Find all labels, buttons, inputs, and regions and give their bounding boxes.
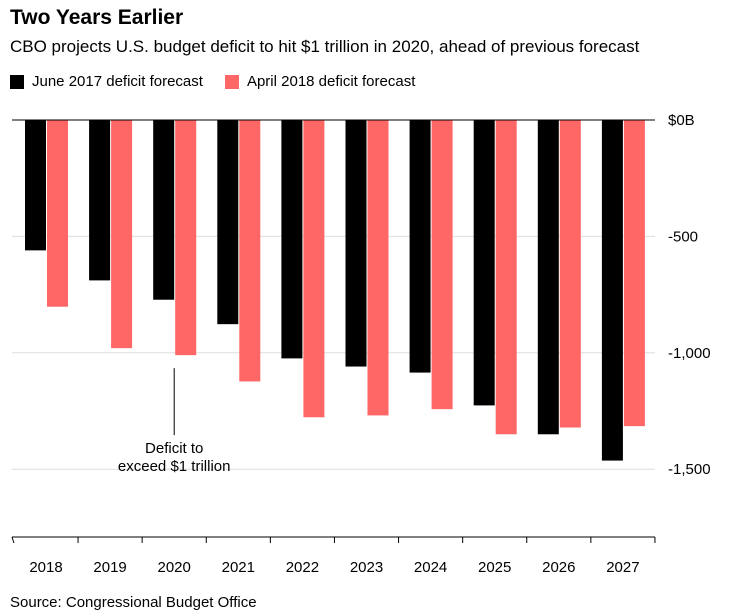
legend-swatch	[10, 74, 24, 89]
x-tick-label: 2020	[158, 559, 191, 576]
x-tick-label: 2024	[414, 559, 447, 576]
chart-subtitle: CBO projects U.S. budget deficit to hit …	[10, 37, 640, 56]
x-tick-label: 2025	[478, 559, 511, 576]
legend-item-april-2018: April 2018 deficit forecast	[224, 73, 416, 90]
bar-april-2018-2025	[495, 120, 517, 435]
bar-april-2018-2021	[239, 120, 261, 382]
bar-april-2018-2020	[175, 120, 197, 356]
x-tick-label: 2026	[542, 559, 575, 576]
y-tick-label: -1,500	[668, 461, 711, 478]
bar-april-2018-2022	[303, 120, 325, 418]
bar-april-2018-2027	[623, 120, 645, 427]
legend-swatch	[224, 74, 239, 89]
source-note: Source: Congressional Budget Office	[10, 594, 257, 611]
y-tick-label: -1,000	[668, 345, 711, 362]
bar-june-2017-2020	[153, 120, 175, 300]
bar-june-2017-2026	[537, 120, 559, 435]
chart-title: Two Years Earlier	[10, 6, 184, 29]
legend-label: April 2018 deficit forecast	[246, 73, 416, 90]
bar-april-2018-2023	[367, 120, 389, 416]
bar-april-2018-2019	[111, 120, 133, 349]
x-tick-label: 2018	[29, 559, 62, 576]
legend-item-june-2017: June 2017 deficit forecast	[10, 73, 203, 90]
bar-april-2018-2024	[431, 120, 453, 410]
x-tick-label: 2019	[93, 559, 126, 576]
x-tick-label: 2021	[222, 559, 255, 576]
bar-june-2017-2023	[345, 120, 367, 367]
legend-label: June 2017 deficit forecast	[32, 73, 203, 90]
x-tick-label: 2022	[286, 559, 319, 576]
bar-april-2018-2026	[559, 120, 581, 428]
bar-june-2017-2022	[281, 120, 303, 359]
y-tick-label: -500	[668, 228, 698, 245]
y-tick-label: $0B	[668, 112, 695, 129]
annotation-text: Deficit to	[145, 440, 203, 457]
bar-april-2018-2018	[47, 120, 68, 307]
x-tick-label: 2023	[350, 559, 383, 576]
bar-june-2017-2024	[409, 120, 431, 373]
bar-june-2017-2025	[473, 120, 495, 406]
legend: June 2017 deficit forecast April 2018 de…	[10, 73, 415, 90]
bar-june-2017-2018	[25, 120, 46, 251]
x-tick-label: 2027	[606, 559, 639, 576]
annotation-text: exceed $1 trillion	[118, 458, 231, 475]
bar-june-2017-2019	[89, 120, 111, 281]
x-tick	[11, 536, 15, 544]
bar-june-2017-2021	[217, 120, 239, 325]
bar-june-2017-2027	[601, 120, 623, 461]
